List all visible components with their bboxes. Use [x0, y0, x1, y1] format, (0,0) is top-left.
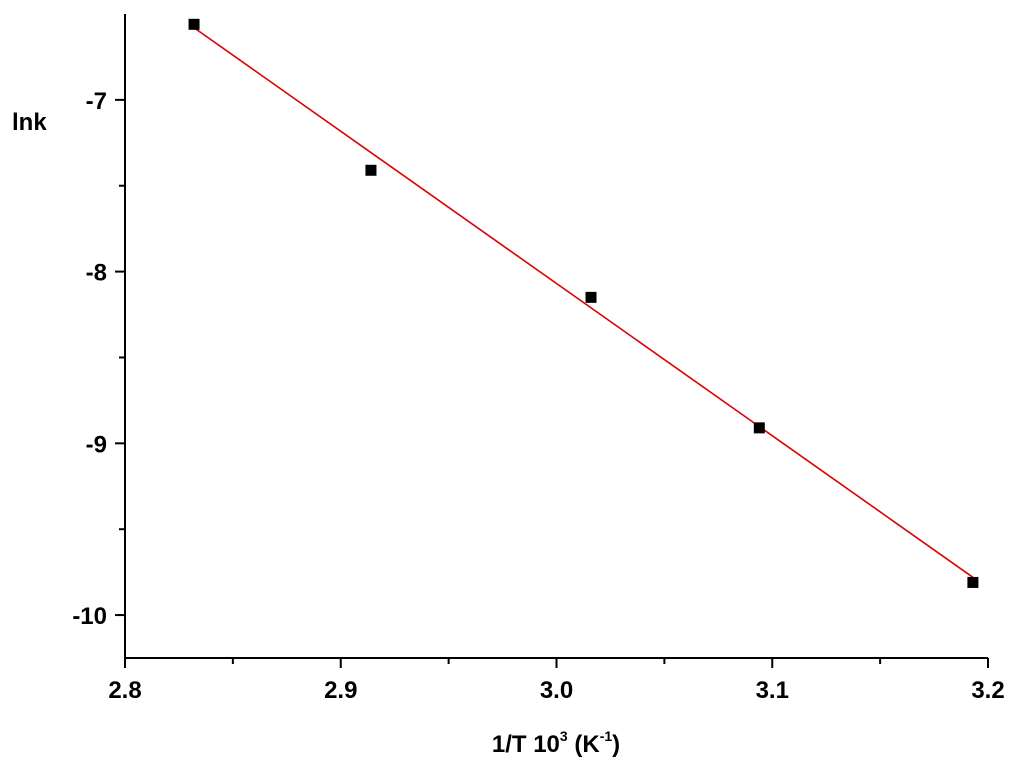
points-layer — [188, 18, 979, 588]
x-tick-label: 2.8 — [108, 677, 141, 704]
data-point — [365, 164, 377, 176]
y-tick-label: -7 — [86, 88, 107, 115]
fit-line — [193, 27, 974, 578]
fit-line-layer — [193, 27, 974, 578]
data-point — [967, 576, 979, 588]
x-axis-title-unit-exp: -1 — [600, 728, 613, 744]
y-tick-label: -10 — [72, 603, 107, 630]
x-tick-label: 3.0 — [540, 677, 573, 704]
data-point — [585, 291, 597, 303]
x-axis-title-exp: 3 — [560, 728, 568, 744]
x-axis-title: 1/T 103 (K-1) — [492, 728, 620, 758]
y-tick-label: -9 — [86, 431, 107, 458]
x-axis-title-unit-close: ) — [612, 731, 620, 758]
x-axis-title-main: 1/T 10 — [492, 731, 560, 758]
data-point — [753, 422, 765, 434]
data-point — [188, 18, 200, 30]
x-tick-label: 2.9 — [324, 677, 357, 704]
axes: 2.8 2.9 3.0 3.1 3.2 -7 -8 -9 -10 — [72, 14, 1005, 704]
x-axis-title-unit-open: (K — [568, 731, 601, 758]
y-tick-label: -8 — [86, 260, 107, 287]
x-tick-label: 3.1 — [756, 677, 789, 704]
y-axis-title: lnk — [12, 109, 47, 136]
x-tick-label: 3.2 — [971, 677, 1004, 704]
